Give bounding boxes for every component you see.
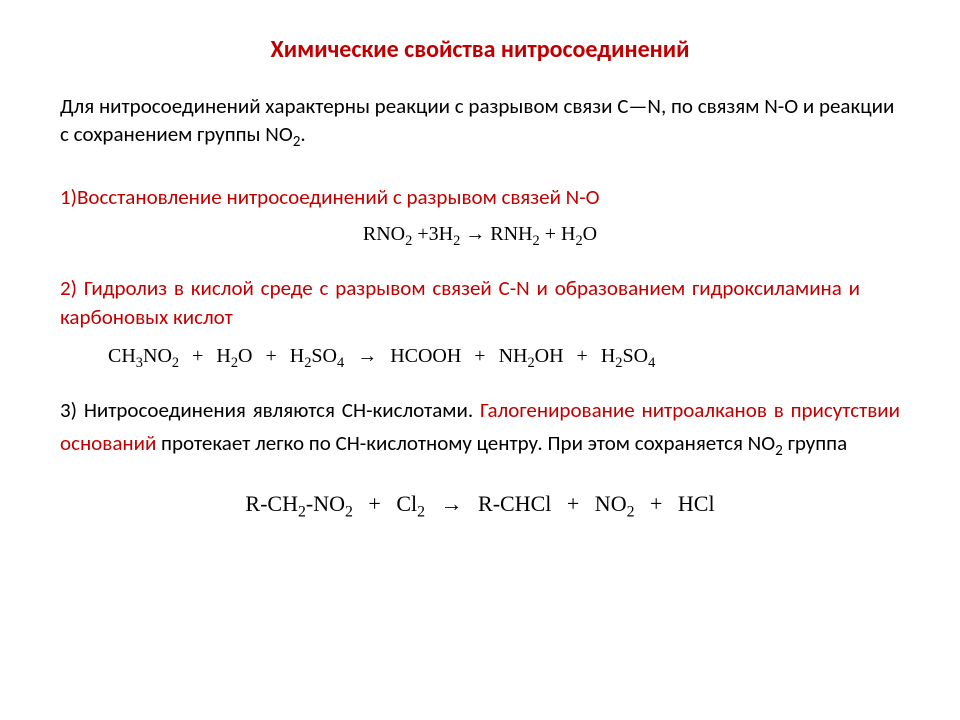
section-1-heading: 1)Восстановление нитросоединений с разры… (60, 183, 900, 211)
section-3-paragraph: 3) Нитросоединения являются СН-кислотами… (60, 394, 900, 461)
eq1-p2: +3H (412, 223, 453, 245)
eq2-p3: + H (179, 345, 231, 367)
eq2-p5: SO (311, 345, 337, 367)
eq3-p2: -NO (306, 491, 345, 516)
section-2-heading: 2) Гидролиз в кислой среде с разрывом св… (60, 274, 900, 333)
eq2-s1: 3 (136, 355, 143, 371)
eq3-s1: 2 (298, 503, 306, 520)
sec3-black1: 3) Нитросоединения являются СН-кислотами… (60, 397, 480, 423)
eq1-p4: + H (540, 223, 576, 245)
equation-2: CH3NO2 + H2O + H2SO4 → HCOOH + NH2OH + H… (108, 345, 900, 368)
eq3-p1: R-CH (245, 491, 298, 516)
eq3-p3: + Cl (353, 491, 417, 516)
equation-3: R-CH2-NO2 + Cl2 → R-CHCl + NO2 + HCl (60, 491, 900, 517)
intro-text-end: . (300, 121, 305, 147)
eq2-s6: 2 (527, 355, 534, 371)
eq2-p7: OH + H (535, 345, 616, 367)
equation-1: RNO2 +3H2 → RNH2 + H2O (60, 223, 900, 246)
eq1-s3: 2 (533, 233, 540, 249)
sec3-sub1: 2 (775, 443, 783, 461)
eq2-s8: 4 (648, 355, 655, 371)
eq1-p5: O (583, 223, 597, 245)
intro-paragraph: Для нитросоединений характерны реакции с… (60, 92, 900, 149)
eq3-s4: 2 (627, 503, 635, 520)
sec3-black2: протекает легко по СН-кислотному центру.… (156, 430, 775, 456)
eq1-p1: RNO (363, 223, 405, 245)
eq2-p1: CH (108, 345, 136, 367)
eq3-s2: 2 (345, 503, 353, 520)
eq3-s3: 2 (417, 503, 425, 520)
page-title: Химические свойства нитросоединений (60, 35, 900, 64)
intro-text: Для нитросоединений характерны реакции с… (60, 93, 894, 147)
eq2-p4: O + H (238, 345, 304, 367)
eq2-p8: SO (622, 345, 648, 367)
eq1-s4: 2 (575, 233, 582, 249)
eq3-p4: → R-CHCl + NO (425, 491, 627, 516)
eq1-p3: → RNH (460, 223, 532, 245)
eq2-s2: 2 (172, 355, 179, 371)
eq2-p2: NO (143, 345, 172, 367)
eq3-p5: + HCl (635, 491, 715, 516)
eq2-s3: 2 (231, 355, 238, 371)
sec3-black3: группа (783, 430, 847, 456)
eq2-p6: → HCOOH + NH (344, 345, 527, 367)
